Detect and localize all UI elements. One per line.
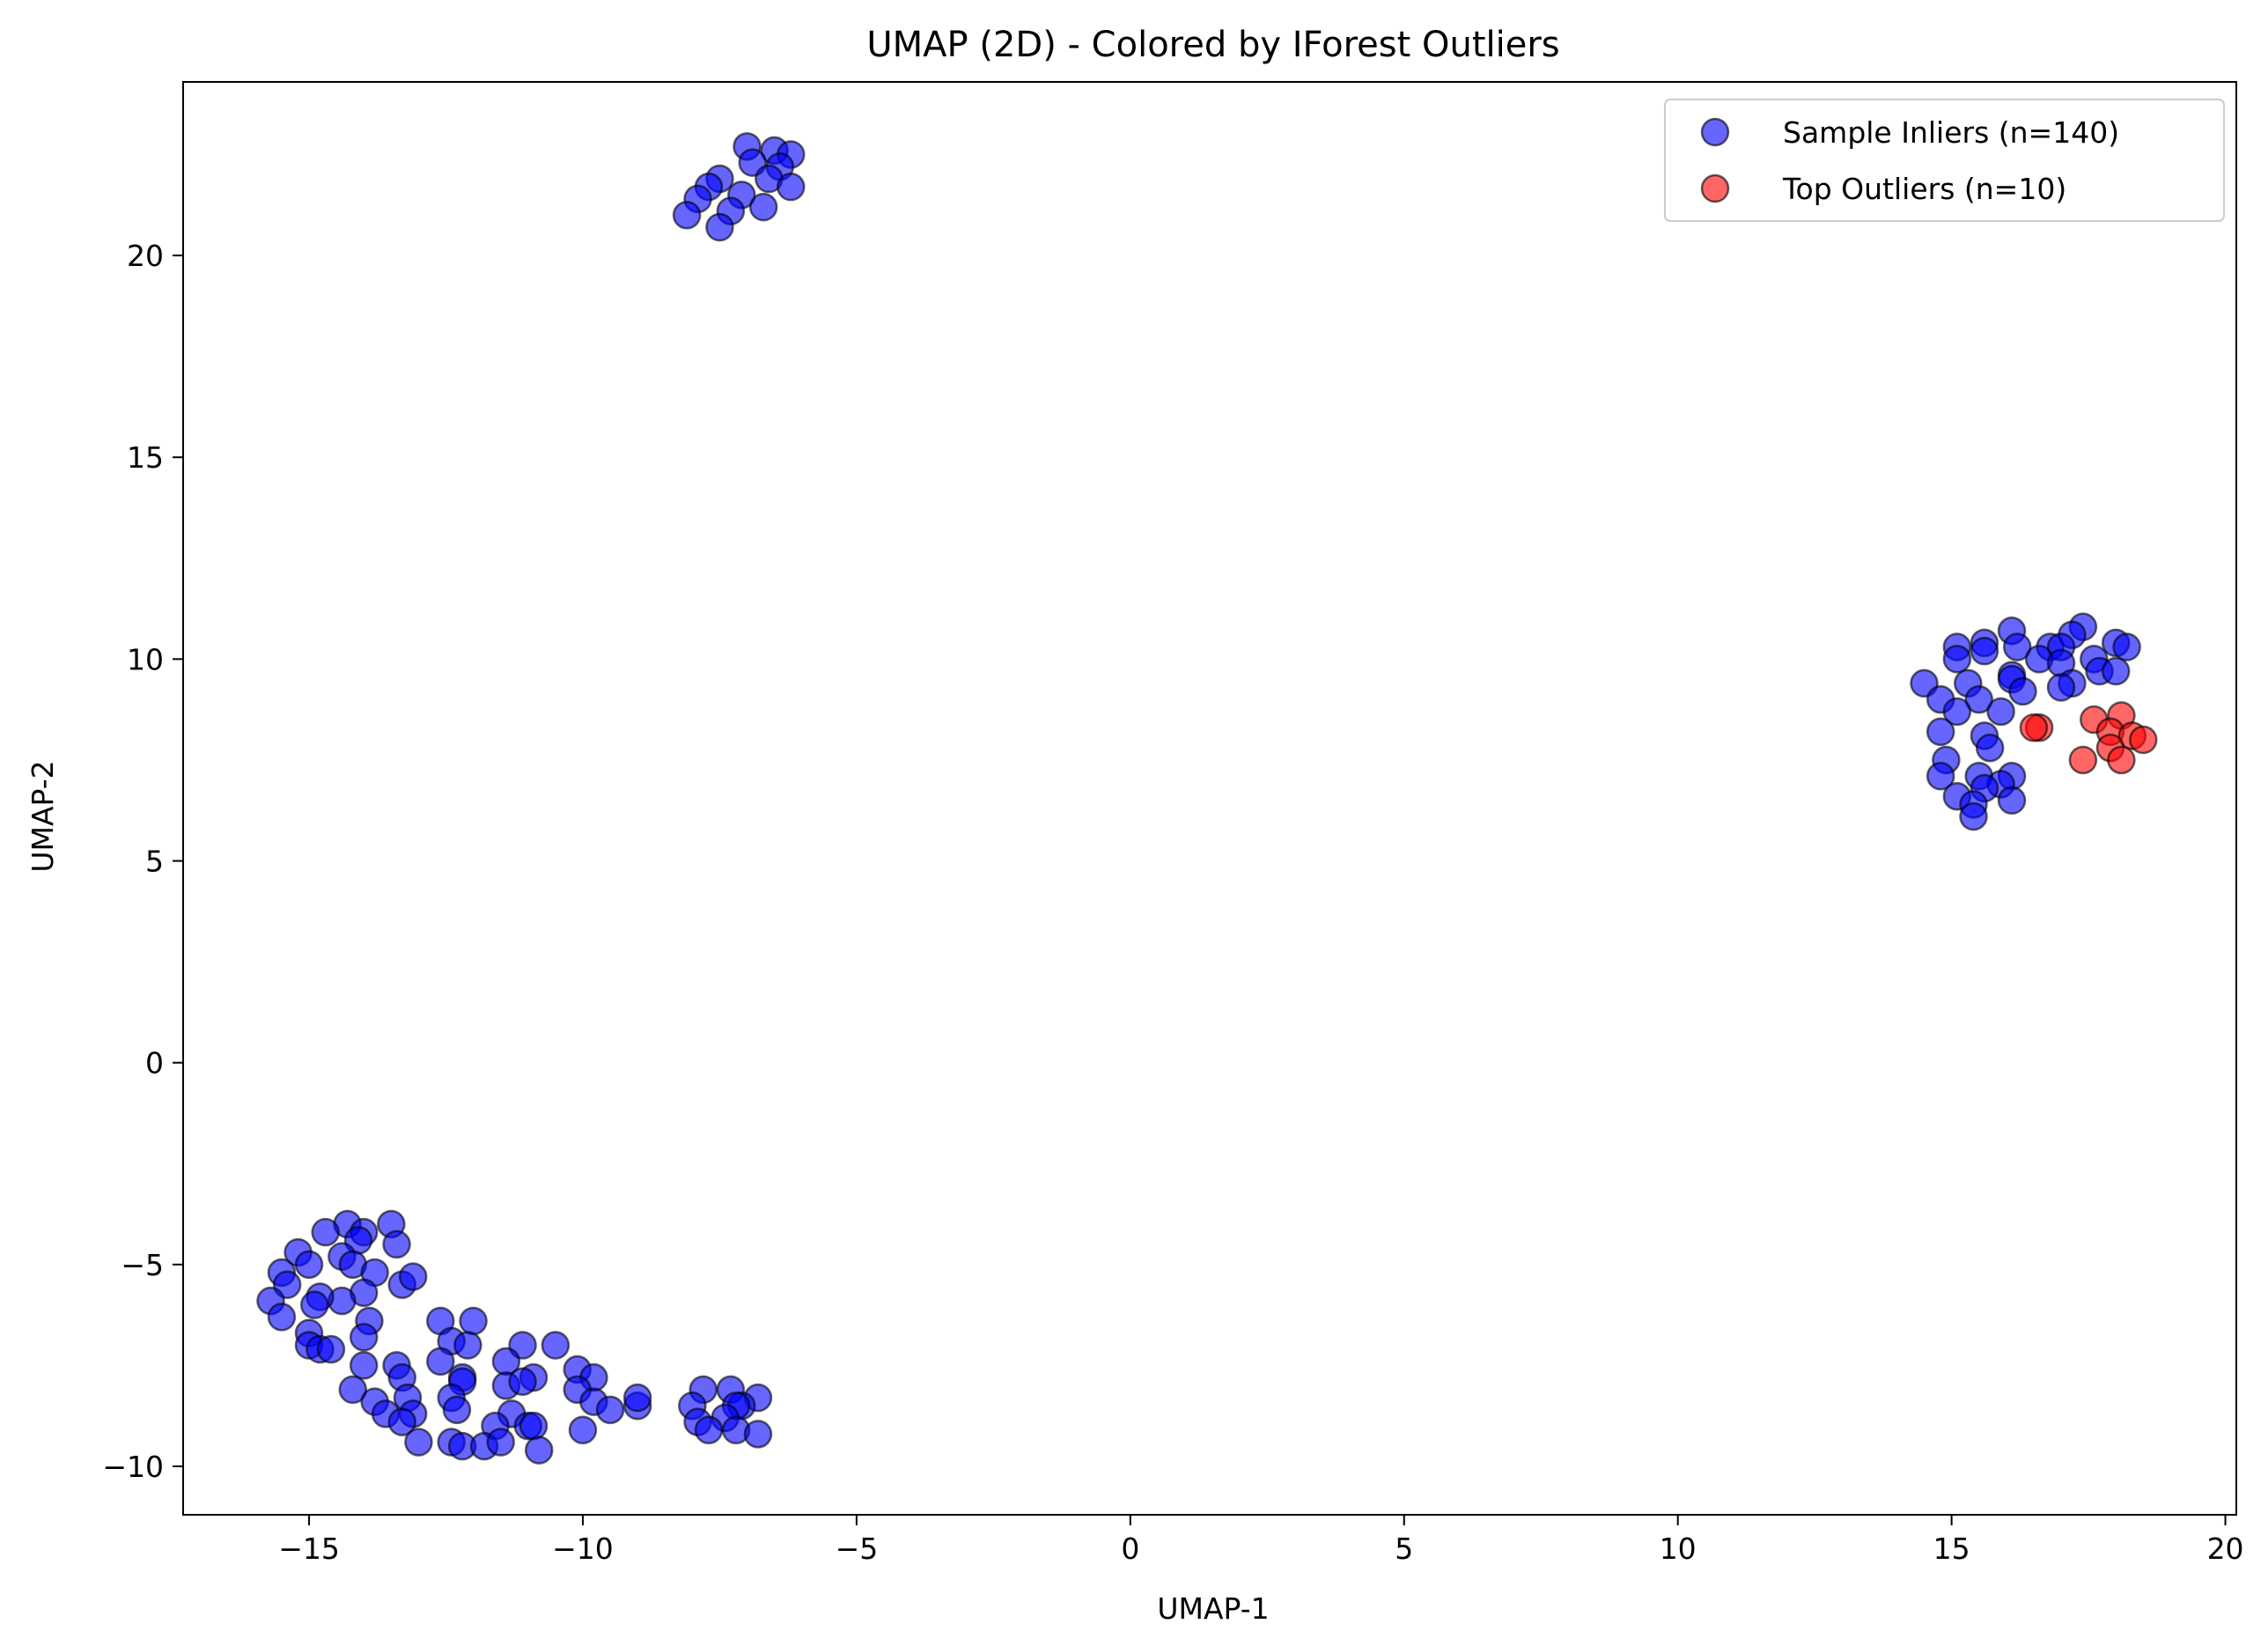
inlier-point xyxy=(1986,697,2015,727)
inlier-point xyxy=(267,1303,297,1332)
inlier-point xyxy=(524,1436,554,1465)
outlier-point xyxy=(2019,713,2049,742)
inlier-point xyxy=(316,1334,346,1364)
inlier-point xyxy=(404,1428,433,1457)
inlier-point xyxy=(694,1415,724,1445)
y-tick-label: 20 xyxy=(127,239,164,273)
legend-outliers-marker xyxy=(1700,173,1730,203)
legend: Sample Inliers (n=140) Top Outliers (n=1… xyxy=(1664,99,2225,222)
inlier-point xyxy=(2008,676,2037,706)
y-tick-label: −5 xyxy=(121,1248,164,1282)
inlier-point xyxy=(705,212,734,242)
y-tick-label: 5 xyxy=(145,845,164,879)
y-axis-label: UMAP-2 xyxy=(26,760,60,872)
inlier-point xyxy=(508,1367,537,1397)
x-tick-label: −15 xyxy=(278,1532,340,1566)
inlier-point xyxy=(1926,717,1955,747)
inlier-point xyxy=(2101,656,2131,686)
inlier-point xyxy=(486,1428,515,1457)
inlier-point xyxy=(1959,801,1988,831)
inlier-point xyxy=(748,192,778,222)
y-tick-label: −10 xyxy=(102,1450,164,1484)
legend-outliers-label: Top Outliers (n=10) xyxy=(1782,172,2066,206)
inlier-point xyxy=(299,1290,329,1319)
inlier-point xyxy=(453,1331,482,1360)
inlier-point xyxy=(1942,645,1972,674)
x-tick-label: 5 xyxy=(1395,1532,1413,1566)
inlier-point xyxy=(519,1411,549,1441)
inlier-point xyxy=(338,1375,368,1405)
outlier-point xyxy=(2107,745,2136,775)
inlier-point xyxy=(541,1331,571,1360)
inlier-point xyxy=(311,1217,340,1247)
x-axis-label: UMAP-1 xyxy=(1157,1591,1269,1626)
y-tick-label: 0 xyxy=(145,1046,164,1081)
inlier-point xyxy=(349,1323,379,1352)
x-tick-label: 0 xyxy=(1121,1532,1139,1566)
inlier-point xyxy=(294,1250,324,1280)
inlier-point xyxy=(426,1347,455,1377)
inlier-point xyxy=(387,1407,416,1436)
plot-frame xyxy=(182,81,2237,1516)
x-tick-label: 10 xyxy=(1660,1532,1697,1566)
inlier-point xyxy=(777,172,806,202)
x-tick-label: −10 xyxy=(552,1532,614,1566)
inlier-point xyxy=(2112,632,2141,661)
inlier-point xyxy=(2003,632,2032,661)
legend-box xyxy=(1664,99,2225,222)
inlier-point xyxy=(1997,786,2027,816)
chart-title: UMAP (2D) - Colored by IForest Outliers xyxy=(866,25,1559,65)
points-layer xyxy=(256,132,2158,1465)
inlier-point xyxy=(2046,673,2076,702)
inlier-point xyxy=(398,1262,428,1291)
x-tick-label: −5 xyxy=(836,1532,879,1566)
y-tick-label: 10 xyxy=(127,642,164,676)
inlier-point xyxy=(743,1420,773,1449)
inlier-point xyxy=(1926,762,1955,791)
inlier-point xyxy=(382,1229,411,1259)
y-tick-label: 15 xyxy=(127,440,164,475)
legend-inliers-label: Sample Inliers (n=140) xyxy=(1783,115,2119,150)
x-tick-label: 20 xyxy=(2207,1532,2244,1566)
x-tick-label: 15 xyxy=(1933,1532,1970,1566)
ticks-layer: −15 −10 −5 0 5 10 15 20 −10 −5 0 5 10 15 20 xyxy=(102,239,2243,1566)
inlier-point xyxy=(595,1395,625,1425)
outlier-point xyxy=(2068,745,2098,775)
inlier-point xyxy=(459,1306,488,1336)
legend-inliers-marker xyxy=(1700,117,1730,147)
inlier-point xyxy=(1964,684,1993,714)
inlier-point xyxy=(622,1383,652,1413)
inlier-point xyxy=(349,1351,379,1380)
inlier-point xyxy=(1942,697,1972,727)
inlier-point xyxy=(1975,733,2005,763)
inlier-point xyxy=(568,1415,598,1445)
outlier-point xyxy=(2129,725,2158,755)
inlier-point xyxy=(442,1395,472,1425)
inlier-point xyxy=(672,200,702,230)
inlier-point xyxy=(1970,636,1999,666)
